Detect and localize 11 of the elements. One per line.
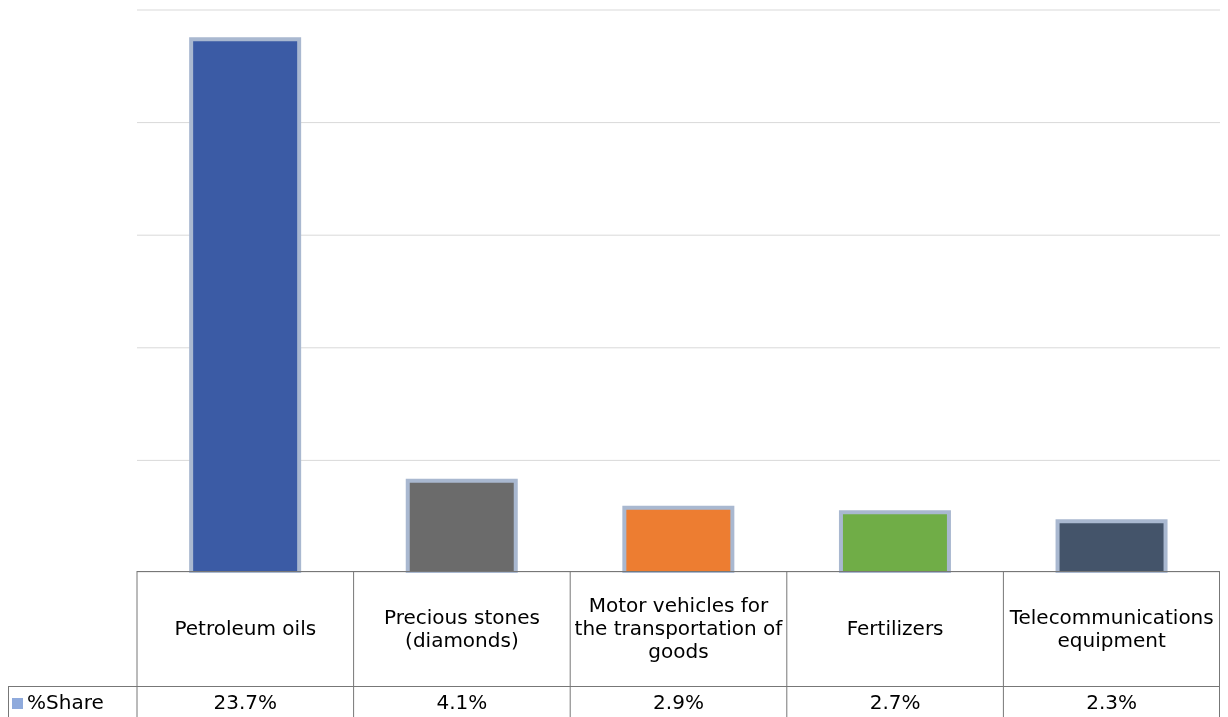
text: %Share <box>26 689 104 714</box>
data-label: 2.7% <box>868 688 922 716</box>
data-label: 2.3% <box>1085 688 1139 716</box>
data-label: 4.1% <box>435 688 489 716</box>
x-tick-label: Precious stones (diamonds) <box>382 603 541 654</box>
x-tick-label: Fertilizers <box>845 615 945 642</box>
x-tick-label: Motor vehicles for the transportation of goods <box>573 592 784 665</box>
x-tick-label: Telecommunications equipment <box>1008 603 1215 654</box>
data-label: 23.7% <box>212 688 279 716</box>
data-label: 2.9% <box>652 688 705 716</box>
x-tick-label: Petroleum oils <box>173 615 318 642</box>
